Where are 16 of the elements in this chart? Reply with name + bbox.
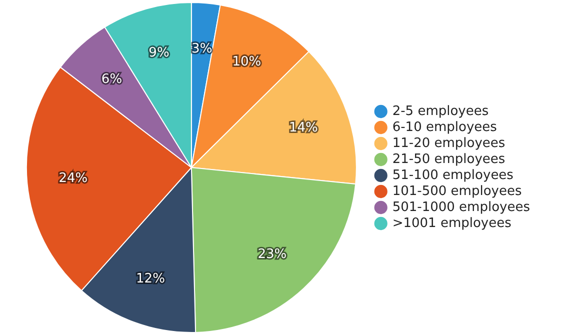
data-label: 10%	[232, 54, 262, 70]
data-label: 14%	[288, 120, 318, 136]
data-label: 3%	[192, 42, 212, 57]
legend-label: 501-1000 employees	[392, 200, 530, 215]
data-label: 12%	[136, 271, 165, 286]
legend-label: 51-100 employees	[392, 168, 514, 183]
data-label: 24%	[58, 171, 88, 186]
data-label: 9%	[148, 46, 170, 61]
data-label: 6%	[101, 72, 122, 87]
legend-label: 2-5 employees	[392, 104, 489, 119]
legend-label: >1001 employees	[392, 216, 512, 231]
legend-label: 6-10 employees	[392, 120, 498, 135]
data-label: 23%	[258, 246, 287, 262]
legend-label: 11-20 employees	[392, 136, 506, 151]
legend-label: 21-50 employees	[392, 152, 506, 167]
legend-label: 101-500 employees	[392, 184, 522, 199]
